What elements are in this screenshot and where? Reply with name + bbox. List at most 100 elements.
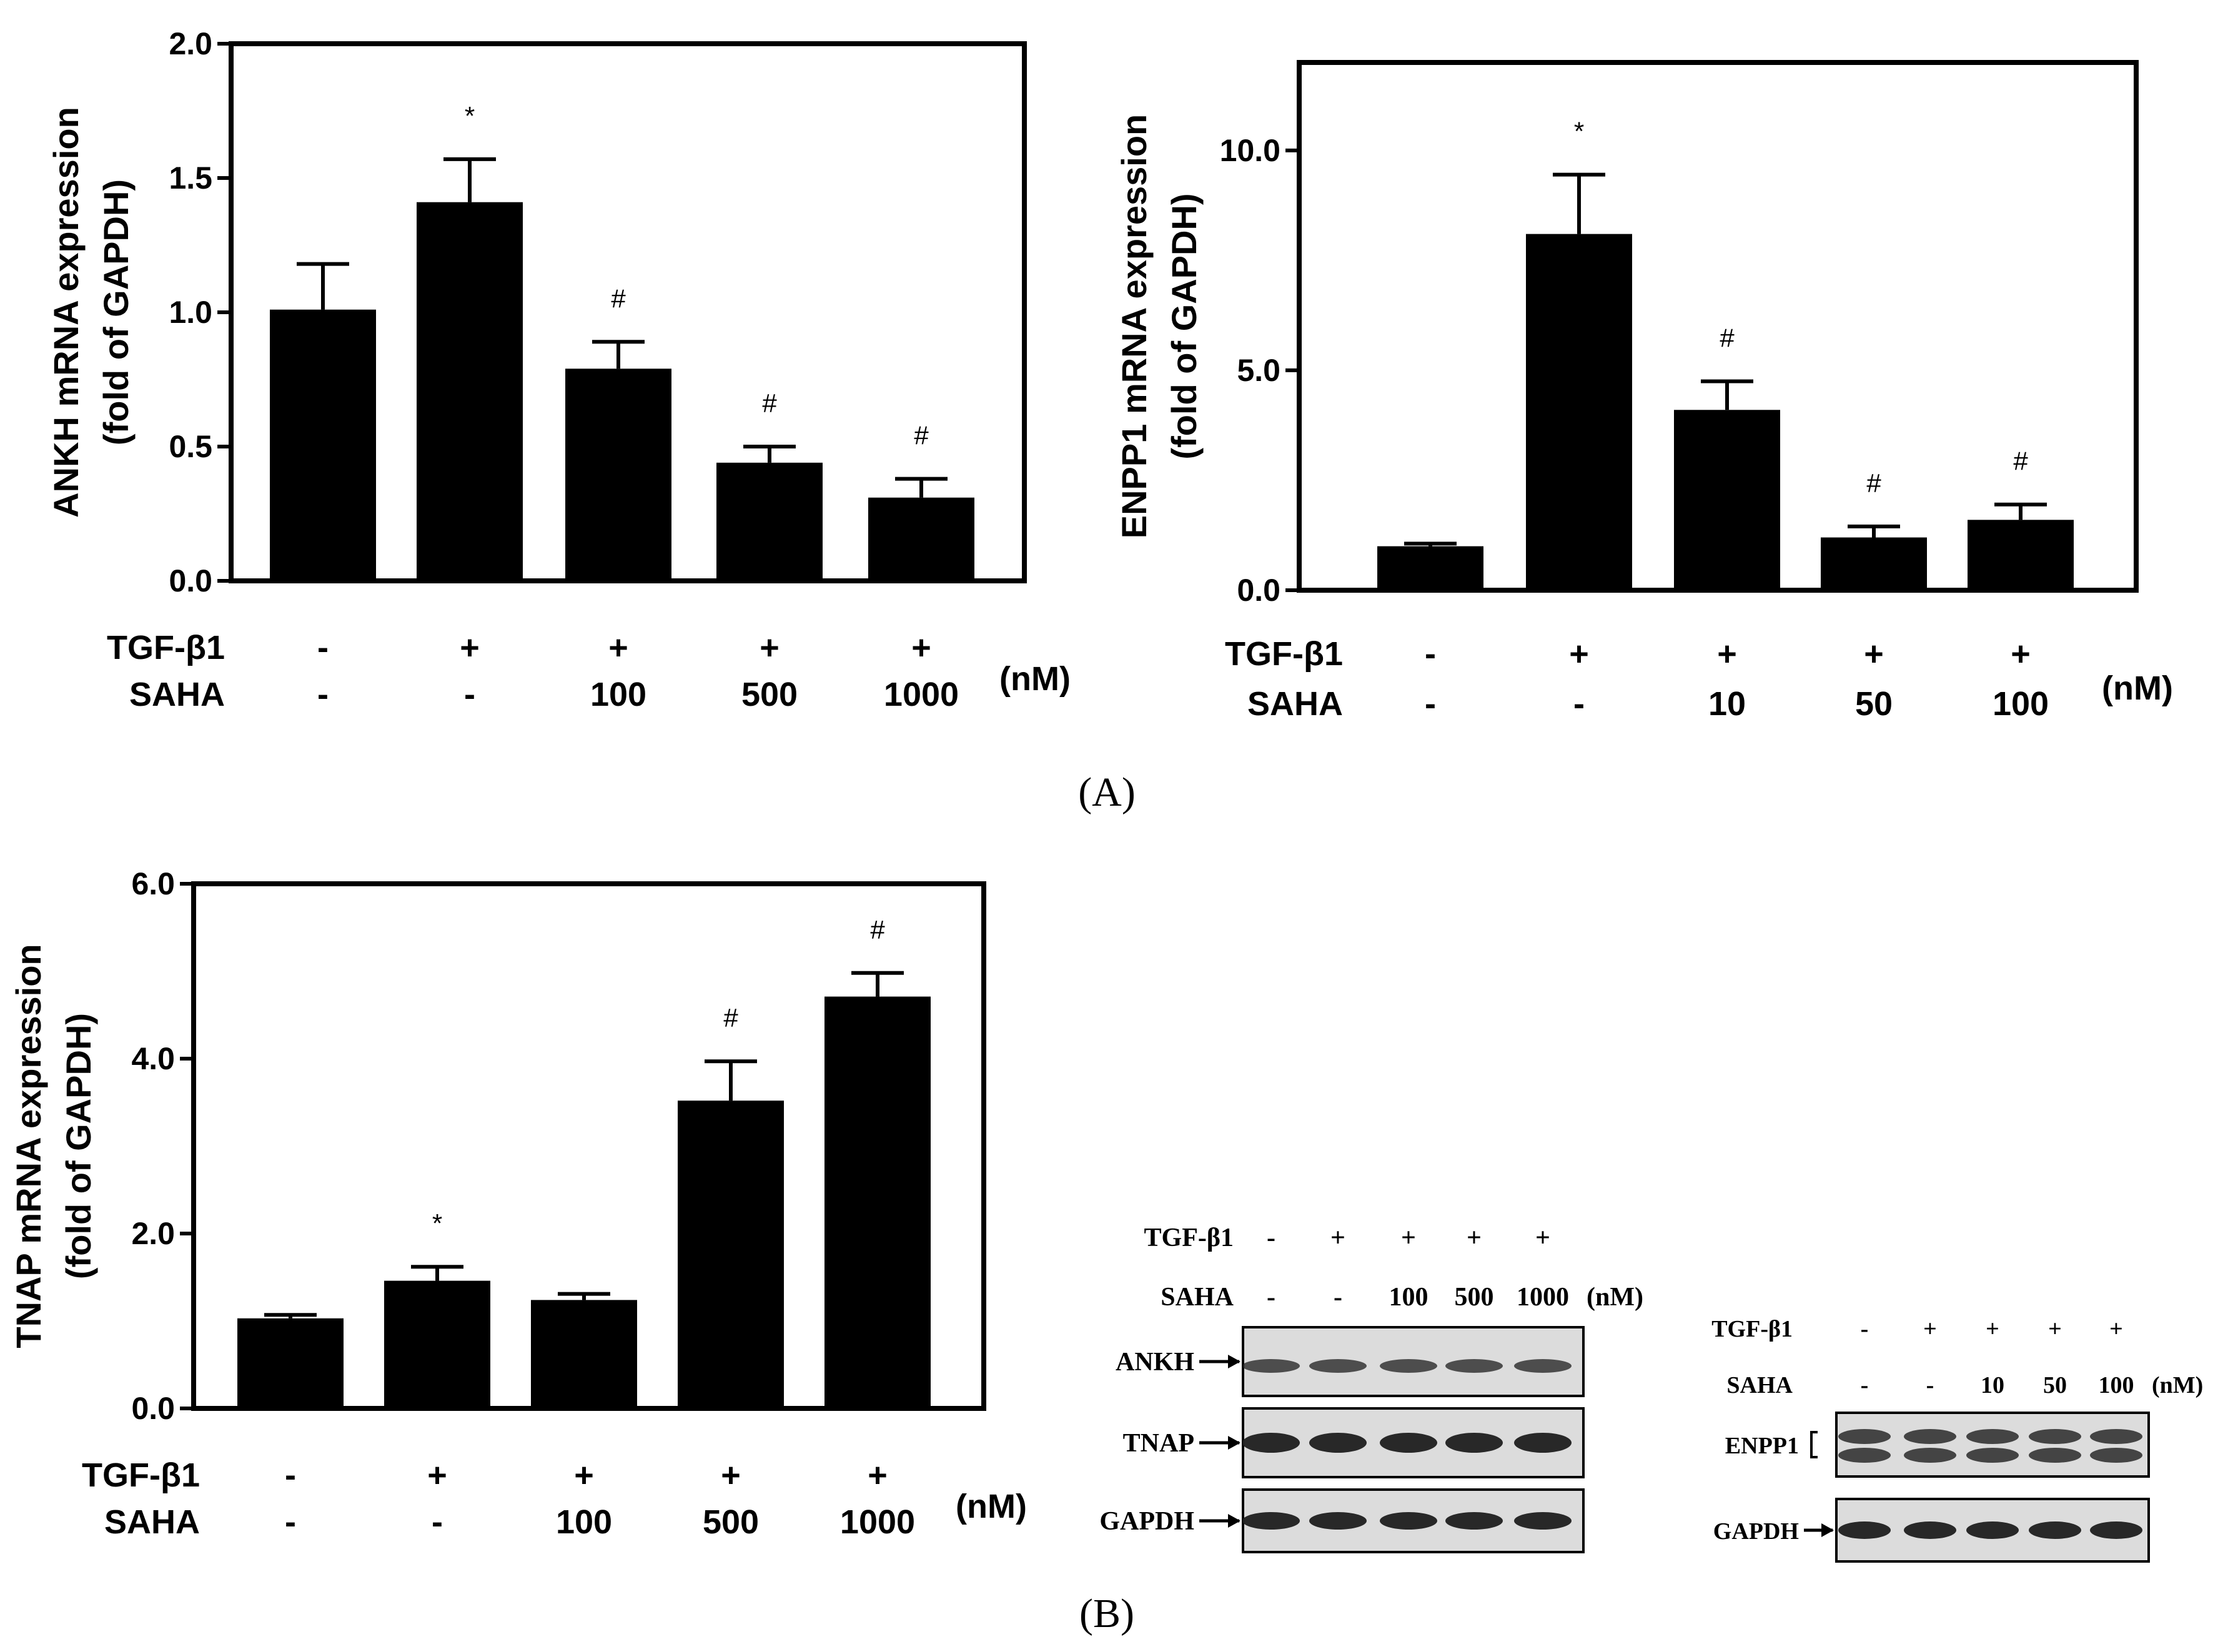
ankh-saha-value-3: 100 xyxy=(590,676,646,713)
blot2-bracket-enpp1 xyxy=(1810,1431,1818,1458)
blot1-tgf-value-2: + xyxy=(1330,1224,1345,1252)
blot1-band-gapdh-lane1 xyxy=(1242,1512,1300,1530)
ankh-bar-2 xyxy=(417,202,523,581)
ankh-saha-value-2: - xyxy=(464,676,475,713)
ankh-saha-label: SAHA xyxy=(129,676,225,713)
ankh-saha-value-1: - xyxy=(317,676,329,713)
blot1-row-label-ankh: ANKH xyxy=(1116,1348,1194,1377)
tnap-significance-4: # xyxy=(723,1003,738,1032)
enpp1-ytick-label: 0.0 xyxy=(1237,573,1280,608)
enpp1-chart: 0.0 5.0 10.0 ENPP1 mRNA expression (fold of … xyxy=(1114,60,2173,723)
ankh-tgf-value-1: - xyxy=(317,629,329,666)
blot1-band-tnap-lane4 xyxy=(1445,1433,1503,1453)
blot1-arrowhead-ankh xyxy=(1228,1355,1240,1368)
ankh-ytick-label: 2.0 xyxy=(169,26,212,61)
blot2-band-gapdh-lane2 xyxy=(1904,1521,1956,1539)
blot2-tgf-label: TGF-β1 xyxy=(1711,1316,1793,1342)
blot1-saha-value-4: 500 xyxy=(1455,1283,1494,1312)
blot1-tgf-value-1: - xyxy=(1267,1224,1275,1252)
enpp1-saha-value-2: - xyxy=(1573,685,1585,723)
blot1-tgf-value-5: + xyxy=(1535,1224,1550,1252)
tnap-tgf-label: TGF-β1 xyxy=(82,1457,200,1494)
enpp1-significance-4: # xyxy=(1866,468,1881,498)
tnap-saha-label: SAHA xyxy=(104,1503,200,1541)
blot1-saha-value-5: 1000 xyxy=(1517,1283,1569,1312)
tnap-ytick-label: 6.0 xyxy=(131,866,175,901)
ankh-bar-3 xyxy=(565,368,671,581)
blot2-tgf-value-1: - xyxy=(1861,1316,1869,1342)
enpp1-saha-value-3: 10 xyxy=(1708,685,1746,723)
enpp1-significance-3: # xyxy=(1720,324,1735,353)
ankh-unit-label: (nM) xyxy=(999,660,1071,698)
enpp1-tgf-value-2: + xyxy=(1569,635,1589,673)
blot2-unit-label: (nM) xyxy=(2152,1372,2203,1398)
blot2-saha-value-3: 10 xyxy=(1981,1372,2004,1398)
blot1-unit-label: (nM) xyxy=(1587,1283,1643,1312)
blot2-band-enpp1-lane5-2 xyxy=(2090,1448,2142,1463)
enpp1-unit-label: (nM) xyxy=(2102,670,2173,707)
ankh-tgf-value-5: + xyxy=(911,629,931,666)
ankh-ytick-label: 1.5 xyxy=(169,161,212,195)
blot2-saha-value-2: - xyxy=(1926,1372,1934,1398)
tnap-chart: 0.0 2.0 4.0 6.0 TNAP mRNA expression (fold of… xyxy=(9,866,1027,1541)
ankh-significance-4: # xyxy=(762,388,777,418)
blot1-saha-value-2: - xyxy=(1334,1283,1342,1312)
tnap-tgf-value-2: + xyxy=(427,1457,447,1494)
ankh-bar-4 xyxy=(716,462,823,581)
blot1-band-gapdh-lane2 xyxy=(1309,1512,1367,1530)
panel-label-a: (A) xyxy=(1078,769,1136,815)
ankh-tgf-label: TGF-β1 xyxy=(107,629,225,666)
tnap-unit-label: (nM) xyxy=(956,1488,1027,1525)
tnap-ytick-label: 0.0 xyxy=(131,1391,175,1426)
tnap-saha-value-1: - xyxy=(285,1503,296,1541)
ankh-saha-value-5: 1000 xyxy=(884,676,959,713)
blot1-band-gapdh-lane4 xyxy=(1445,1512,1503,1530)
blot2-row-label-enpp1: ENPP1 xyxy=(1725,1433,1799,1459)
blot2-band-enpp1-lane5-1 xyxy=(2090,1429,2142,1444)
ankh-tgf-value-4: + xyxy=(760,629,780,666)
blot2-tgf-value-5: + xyxy=(2109,1316,2123,1342)
enpp1-saha-value-1: - xyxy=(1425,685,1436,723)
enpp1-bar-4 xyxy=(1821,537,1927,590)
tnap-ylabel-line2: (fold of GAPDH) xyxy=(59,1013,98,1279)
enpp1-bar-5 xyxy=(1968,520,2074,590)
western-blot-enpp1: TGF-β1 SAHA - + + + + - - 10 50 100 (nM) ENPP1 GAPDH xyxy=(1711,1316,2203,1563)
ankh-ylabel-line2: (fold of GAPDH) xyxy=(96,179,136,445)
tnap-ytick-label: 4.0 xyxy=(131,1041,175,1076)
ankh-tgf-value-3: + xyxy=(608,629,628,666)
blot1-saha-value-1: - xyxy=(1267,1283,1275,1312)
ankh-significance-3: # xyxy=(611,284,626,313)
tnap-significance-2: * xyxy=(432,1209,442,1238)
tnap-bar-5 xyxy=(824,996,931,1408)
blot1-saha-value-3: 100 xyxy=(1389,1283,1428,1312)
blot2-band-gapdh-lane3 xyxy=(1966,1521,2019,1539)
ankh-chart: 0.0 0.5 1.0 1.5 2.0 ANKH mRNA expression (fold… xyxy=(46,26,1071,713)
tnap-bar-3 xyxy=(531,1300,637,1408)
blot1-band-ankh-lane2 xyxy=(1309,1359,1367,1373)
tnap-saha-value-2: - xyxy=(432,1503,443,1541)
ankh-significance-2: * xyxy=(465,101,475,131)
tnap-saha-value-5: 1000 xyxy=(840,1503,915,1541)
blot1-arrowhead-tnap xyxy=(1228,1436,1240,1450)
tnap-tgf-value-4: + xyxy=(721,1457,741,1494)
blot1-band-tnap-lane5 xyxy=(1514,1433,1572,1453)
enpp1-bar-1 xyxy=(1377,546,1483,590)
enpp1-tgf-value-3: + xyxy=(1717,635,1737,673)
blot1-saha-label: SAHA xyxy=(1161,1283,1234,1312)
blot2-row-label-gapdh: GAPDH xyxy=(1713,1518,1799,1545)
western-blot-ankh-tnap: TGF-β1 SAHA - + + + + - - 100 500 1000 (nM) ANKH TNAP G… xyxy=(1099,1224,1643,1553)
tnap-ytick-label: 2.0 xyxy=(131,1216,175,1251)
tnap-ylabel-line1: TNAP mRNA expression xyxy=(9,944,48,1348)
enpp1-saha-label: SAHA xyxy=(1247,685,1343,723)
blot1-band-tnap-lane1 xyxy=(1242,1433,1300,1453)
enpp1-saha-value-5: 100 xyxy=(1993,685,2049,723)
ankh-bar-5 xyxy=(868,497,974,581)
blot2-band-enpp1-lane1-1 xyxy=(1838,1429,1891,1444)
enpp1-ytick-label: 5.0 xyxy=(1237,353,1280,388)
blot2-band-gapdh-lane4 xyxy=(2029,1521,2081,1539)
enpp1-bar-3 xyxy=(1674,410,1780,590)
ankh-ylabel-line1: ANKH mRNA expression xyxy=(46,107,86,518)
enpp1-bar-2 xyxy=(1526,234,1632,590)
blot2-saha-value-5: 100 xyxy=(2099,1372,2134,1398)
